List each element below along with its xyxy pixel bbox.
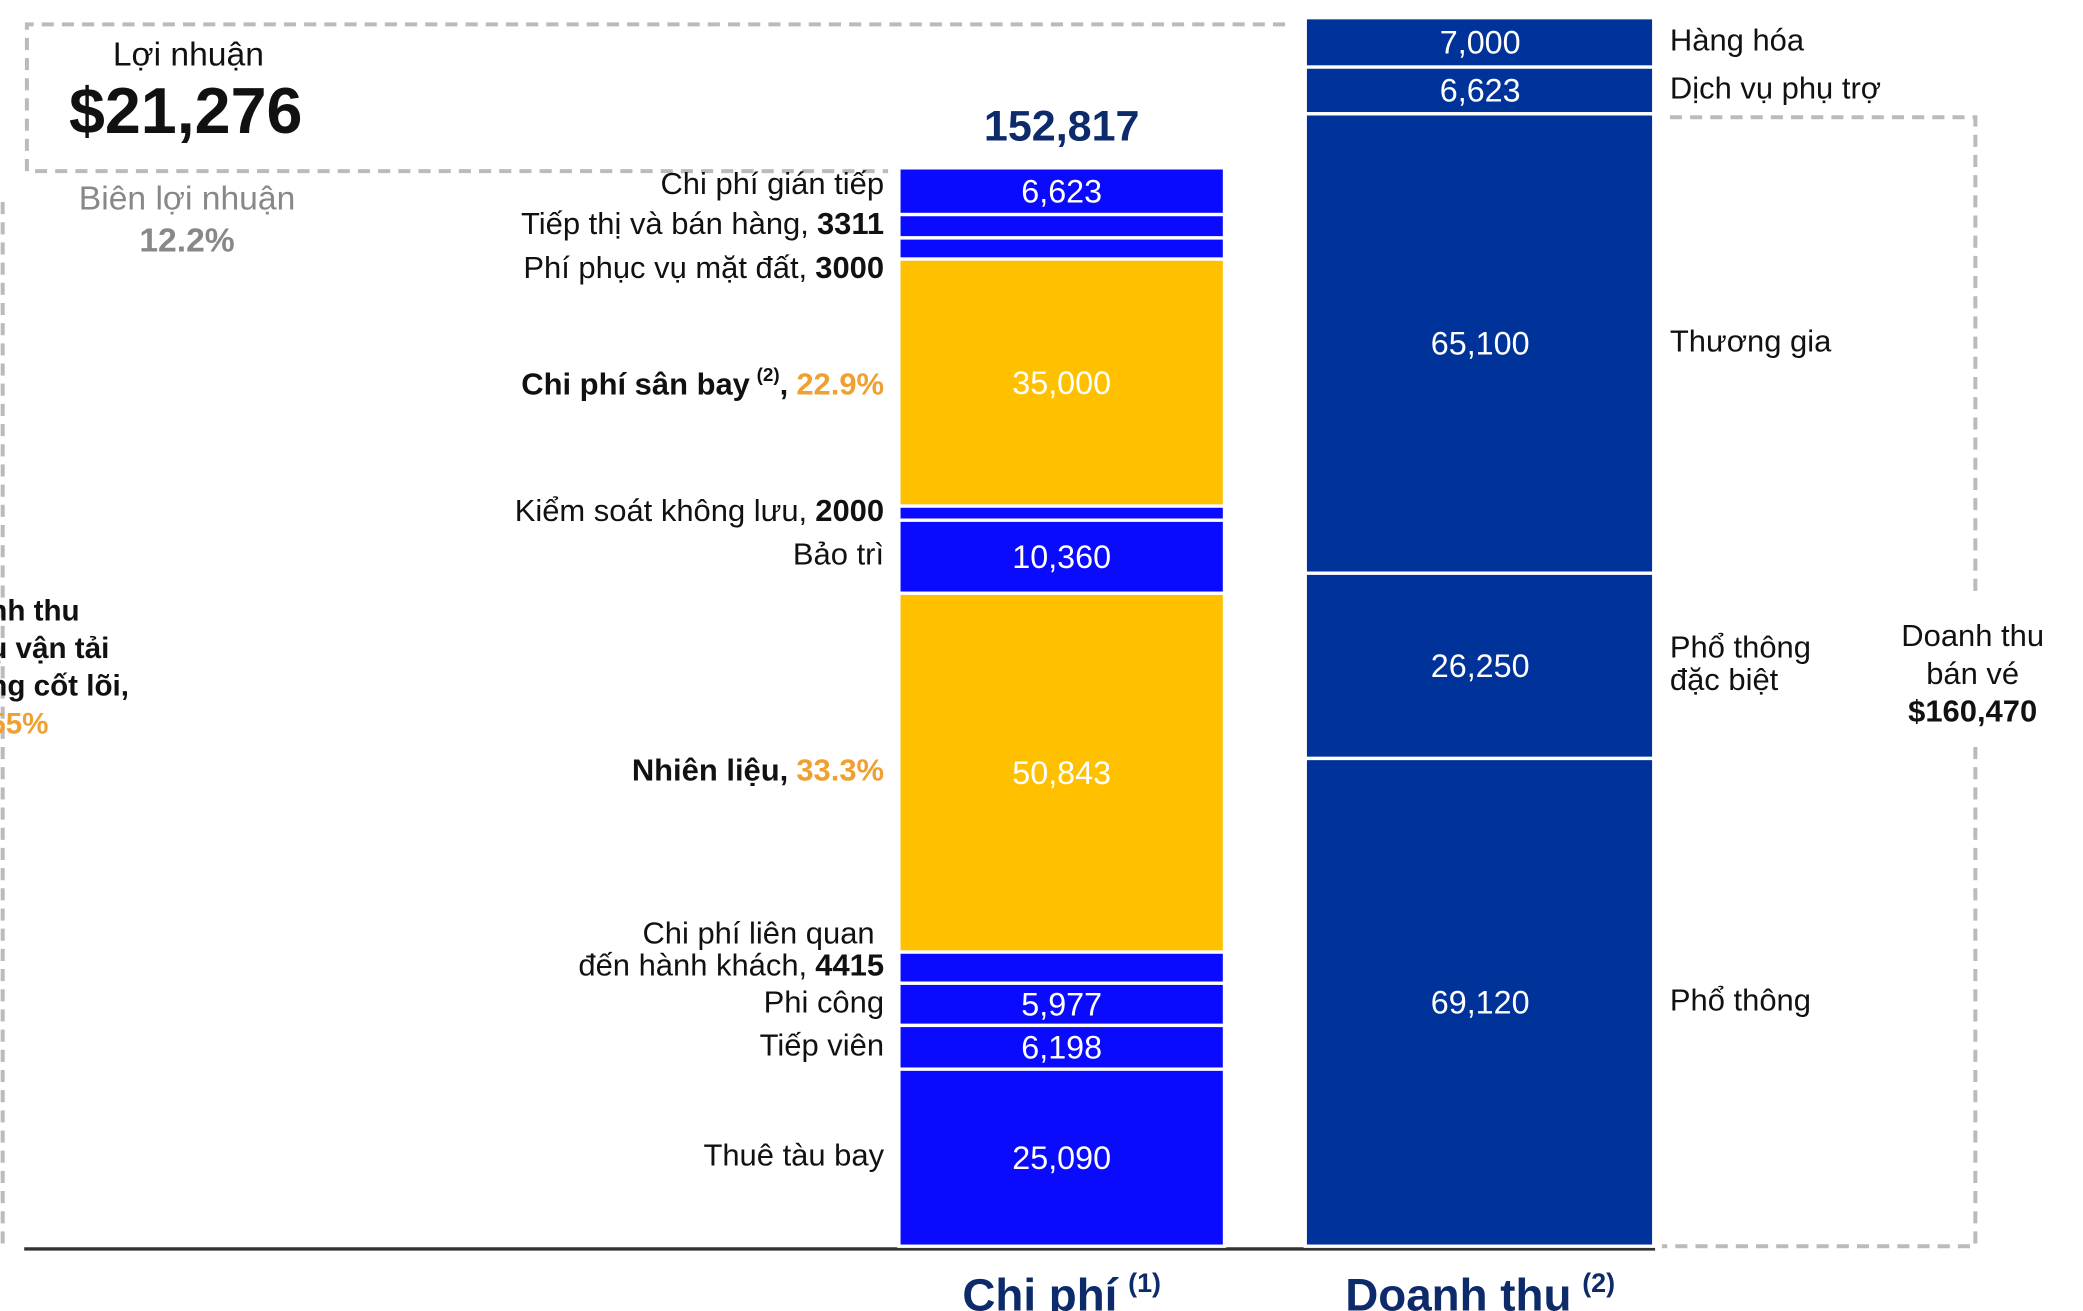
- segment-name: Nhiên liệu,: [632, 753, 788, 788]
- segment-name: đặc biệt: [1670, 662, 1779, 697]
- segment-label: Chi phí gián tiếp: [660, 166, 884, 201]
- bar-segment: [897, 950, 1227, 985]
- margin-label: Biên lợi nhuận: [79, 181, 295, 218]
- column-note: (2): [1582, 1268, 1615, 1298]
- bar-segment: [897, 257, 1227, 508]
- bar-segment: [897, 1067, 1227, 1248]
- segment-name: Hàng hóa: [1670, 23, 1805, 58]
- left-note: ng cốt lõi,: [0, 670, 129, 703]
- segment-value: 4415: [815, 948, 884, 983]
- right-bracket: [1661, 115, 1978, 1249]
- value-label: 65,100: [1431, 326, 1530, 362]
- segment-value: 2000: [815, 493, 884, 528]
- bar-segment: [897, 236, 1227, 261]
- segment-name: Phi công: [764, 985, 884, 1020]
- segment-name-end: ,: [780, 367, 789, 402]
- segment-label: đặc biệt: [1670, 662, 1779, 697]
- segment-name: Thương gia: [1670, 324, 1832, 359]
- value-label: 10,360: [1012, 539, 1111, 575]
- bar-segment: [897, 591, 1227, 954]
- segment-label: Chi phí sân bay (2), 22.9%: [521, 364, 884, 402]
- segment-share: 33.3%: [796, 753, 884, 788]
- bar-segment: [897, 504, 1227, 522]
- segment-label: đến hành khách, 4415: [578, 948, 884, 983]
- right-note: bán vé: [1926, 656, 2019, 691]
- bar-segment: [897, 166, 1227, 217]
- bar-segment: [1303, 65, 1656, 116]
- segment-name: Dịch vụ phụ trợ: [1670, 71, 1881, 106]
- segment-label: Tiếp thị và bán hàng, 3311: [521, 206, 884, 241]
- segment-label: Phi công: [764, 985, 884, 1020]
- segment-label: Dịch vụ phụ trợ: [1670, 71, 1881, 106]
- segment-name: Chi phí sân bay: [521, 367, 750, 402]
- value-label: 50,843: [1012, 755, 1111, 791]
- value-label: 5,977: [1021, 987, 1102, 1023]
- segment-note: (2): [757, 364, 780, 385]
- left-note: ụ vận tải: [0, 632, 109, 665]
- column-total: 152,817: [984, 103, 1140, 151]
- segment-share: 22.9%: [796, 367, 884, 402]
- segment-name: Tiếp thị và bán hàng,: [521, 206, 809, 241]
- segment-label: Phổ thông: [1670, 630, 1811, 665]
- column-label: Chi phí (1): [962, 1268, 1161, 1311]
- value-label: 35,000: [1012, 365, 1111, 401]
- bar-segment: [897, 212, 1227, 240]
- value-label: 6,623: [1440, 73, 1521, 109]
- column-name: Chi phí: [962, 1270, 1118, 1311]
- bar-segment: [1303, 16, 1656, 69]
- profit-value: $21,276: [69, 75, 302, 147]
- value-label: 7,000: [1440, 25, 1521, 61]
- segment-label: Thuê tàu bay: [703, 1138, 884, 1173]
- segment-label: Kiểm soát không lưu, 2000: [515, 493, 884, 528]
- segment-name: Kiểm soát không lưu,: [515, 493, 807, 528]
- bar-segment: [1303, 571, 1656, 761]
- segment-name: Bảo trì: [793, 537, 884, 572]
- segment-label: Bảo trì: [793, 537, 884, 572]
- segment-label: Phổ thông: [1670, 983, 1811, 1018]
- right-note: Doanh thu: [1901, 618, 2044, 653]
- segment-name: Phổ thông: [1670, 983, 1811, 1018]
- value-label: 26,250: [1431, 648, 1530, 684]
- segment-value: 3000: [815, 250, 884, 285]
- segment-name: Chi phí gián tiếp: [660, 166, 884, 201]
- value-label: 25,090: [1012, 1140, 1111, 1176]
- profit-label: Lợi nhuận: [113, 37, 264, 74]
- value-label: 6,198: [1021, 1030, 1102, 1066]
- segment-name: Tiếp viên: [760, 1027, 884, 1062]
- segment-name: Thuê tàu bay: [703, 1138, 884, 1173]
- right-note-value: $160,470: [1908, 694, 2037, 729]
- segment-name: Phí phục vụ mặt đất,: [523, 250, 807, 285]
- profit-frame: [24, 22, 1286, 174]
- bar-segment: [897, 981, 1227, 1028]
- value-label: 6,623: [1021, 173, 1102, 209]
- left-note: nh thu: [0, 594, 80, 627]
- segment-label: Hàng hóa: [1670, 23, 1805, 58]
- column-name: Doanh thu: [1345, 1270, 1571, 1311]
- segment-label: Nhiên liệu, 33.3%: [632, 753, 884, 788]
- segment-name: Chi phí liên quan: [642, 916, 874, 951]
- segment-name: Phổ thông: [1670, 630, 1811, 665]
- segment-label: Phí phục vụ mặt đất, 3000: [523, 250, 884, 285]
- segment-value: 3311: [817, 206, 884, 241]
- column-label: Doanh thu (2): [1345, 1268, 1615, 1311]
- column-note: (1): [1128, 1268, 1161, 1298]
- bar-segment: [1303, 756, 1656, 1248]
- segment-label: Chi phí liên quan: [642, 916, 874, 951]
- value-label: 69,120: [1431, 985, 1530, 1021]
- segment-label: Tiếp viên: [760, 1027, 884, 1062]
- left-note: 55%: [0, 707, 48, 740]
- segment-label: Thương gia: [1670, 324, 1832, 359]
- segment-name: đến hành khách,: [578, 948, 807, 983]
- margin-value: 12.2%: [139, 222, 234, 259]
